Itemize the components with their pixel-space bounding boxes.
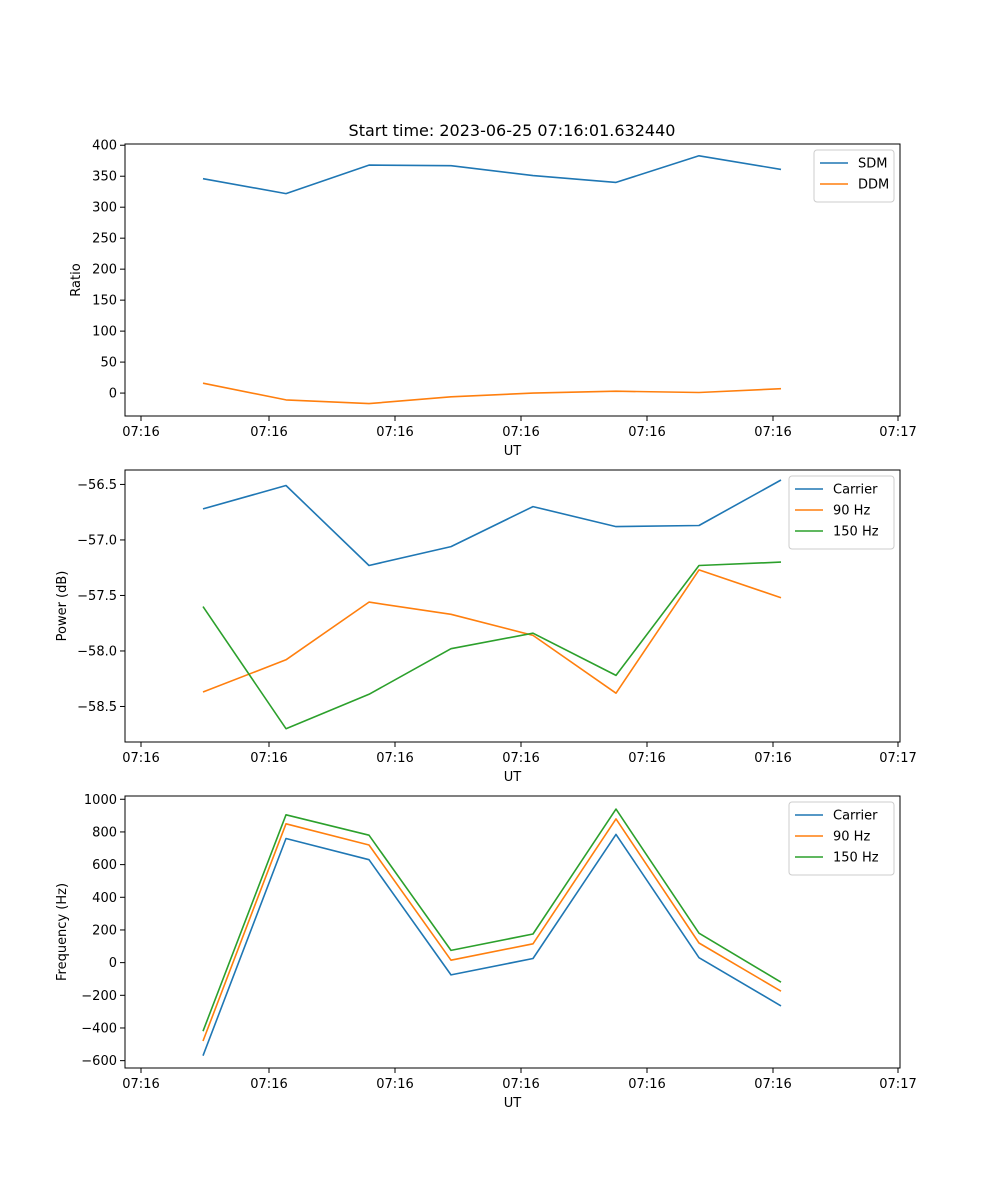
chart-3-legend-label: Carrier xyxy=(833,809,878,824)
chart-2-legend-label: 150 Hz xyxy=(833,525,879,540)
chart-1-x-tick-label: 07:16 xyxy=(122,425,159,440)
chart-3-y-tick-label: 800 xyxy=(92,825,117,840)
chart-1-y-tick-label: 100 xyxy=(92,325,117,340)
chart-2-series-line-150-hz xyxy=(202,561,782,730)
chart-2-series-line-90-hz xyxy=(202,569,782,695)
chart-3-legend-label: 90 Hz xyxy=(833,830,870,845)
chart-3-legend: Carrier 90 Hz 150 Hz xyxy=(788,801,895,876)
chart-1-x-axis-label: UT xyxy=(504,444,522,459)
chart-2-legend: Carrier 90 Hz 150 Hz xyxy=(788,475,895,550)
chart-2-y-tick-label: −57.5 xyxy=(77,589,117,604)
chart-1-series-line-sdm xyxy=(202,155,782,195)
chart-3: 07:16 07:16 07:16 07:16 07:16 07:16 07:17 −600 −… xyxy=(55,793,917,1111)
chart-1-legend-label: SDM xyxy=(858,157,887,172)
chart-2-legend-label: 90 Hz xyxy=(833,504,870,519)
chart-2-x-tick-label: 07:16 xyxy=(754,751,791,766)
figure-title: Start time: 2023-06-25 07:16:01.632440 xyxy=(349,121,676,140)
chart-1-x-tick-label: 07:16 xyxy=(502,425,539,440)
chart-1-series-line-ddm xyxy=(202,382,782,405)
chart-3-y-tick-label: 1000 xyxy=(84,793,117,808)
chart-3-y-tick-label: 0 xyxy=(109,956,117,971)
chart-1-y-tick-label: 0 xyxy=(109,387,117,402)
chart-3-x-tick-label: 07:16 xyxy=(628,1077,665,1092)
chart-1-y-tick-label: 150 xyxy=(92,294,117,309)
chart-1-x-tick-label: 07:16 xyxy=(628,425,665,440)
chart-3-series-line-carrier xyxy=(202,833,782,1056)
chart-1-x-tick-label: 07:16 xyxy=(376,425,413,440)
chart-3-x-tick-label: 07:16 xyxy=(122,1077,159,1092)
chart-2-y-axis-label: Power (dB) xyxy=(55,571,70,642)
chart-2-x-tick-label: 07:16 xyxy=(122,751,159,766)
chart-2-x-tick-label: 07:16 xyxy=(250,751,287,766)
chart-2-x-tick-label: 07:17 xyxy=(879,751,916,766)
chart-1-y-tick-label: 300 xyxy=(92,201,117,216)
chart-2-y-tick-label: −58.5 xyxy=(77,700,117,715)
chart-1-y-tick-label: 50 xyxy=(100,356,117,371)
chart-3-x-axis-label: UT xyxy=(504,1096,522,1111)
chart-3-x-tick-label: 07:16 xyxy=(376,1077,413,1092)
chart-1-legend-label: DDM xyxy=(858,178,889,193)
chart-1-y-tick-label: 400 xyxy=(92,139,117,154)
chart-2-plot-frame xyxy=(124,469,901,743)
chart-1-x-tick-label: 07:16 xyxy=(250,425,287,440)
chart-3-y-tick-label: 400 xyxy=(92,891,117,906)
chart-2-y-tick-label: −57.0 xyxy=(77,533,117,548)
chart-panels: 07:16 07:16 07:16 07:16 07:16 07:16 07:17 0 50 10… xyxy=(55,139,917,1111)
chart-3-x-tick-label: 07:17 xyxy=(879,1077,916,1092)
chart-2-series-line-carrier xyxy=(202,479,782,567)
chart-2-x-tick-label: 07:16 xyxy=(628,751,665,766)
chart-3-x-tick-label: 07:16 xyxy=(502,1077,539,1092)
chart-1: 07:16 07:16 07:16 07:16 07:16 07:16 07:17 0 50 10… xyxy=(69,139,917,459)
chart-3-series-line-90-hz xyxy=(202,818,782,1042)
chart-3-series-line-150-hz xyxy=(202,808,782,1032)
chart-2-legend-label: Carrier xyxy=(833,483,878,498)
chart-3-y-tick-label: −600 xyxy=(81,1054,117,1069)
chart-2-y-tick-label: −58.0 xyxy=(77,644,117,659)
chart-2-x-tick-label: 07:16 xyxy=(502,751,539,766)
chart-2-x-axis-label: UT xyxy=(504,770,522,785)
chart-3-y-tick-label: 200 xyxy=(92,923,117,938)
chart-2-y-tick-label: −56.5 xyxy=(77,478,117,493)
chart-1-y-tick-label: 250 xyxy=(92,232,117,247)
chart-1-x-tick-label: 07:17 xyxy=(879,425,916,440)
chart-3-plot-frame xyxy=(124,795,901,1069)
chart-3-x-tick-label: 07:16 xyxy=(754,1077,791,1092)
chart-1-x-tick-label: 07:16 xyxy=(754,425,791,440)
chart-3-y-tick-label: −200 xyxy=(81,989,117,1004)
chart-3-y-tick-label: 600 xyxy=(92,858,117,873)
chart-1-y-tick-label: 350 xyxy=(92,170,117,185)
chart-3-y-axis-label: Frequency (Hz) xyxy=(55,883,70,981)
chart-2-x-tick-label: 07:16 xyxy=(376,751,413,766)
chart-2: 07:16 07:16 07:16 07:16 07:16 07:16 07:17 −58.5… xyxy=(55,469,917,785)
chart-3-x-tick-label: 07:16 xyxy=(250,1077,287,1092)
chart-1-y-tick-label: 200 xyxy=(92,263,117,278)
chart-1-legend: SDM DDM xyxy=(813,149,895,203)
chart-3-y-tick-label: −400 xyxy=(81,1021,117,1036)
chart-1-y-axis-label: Ratio xyxy=(69,263,84,296)
chart-1-plot-frame xyxy=(124,143,901,417)
chart-3-legend-label: 150 Hz xyxy=(833,851,879,866)
